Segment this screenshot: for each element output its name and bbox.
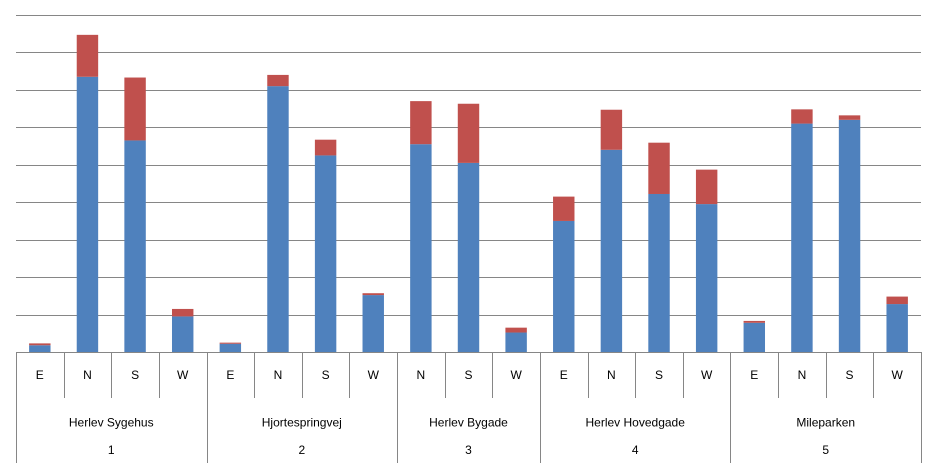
group-name-label: Herlev Sygehus	[69, 416, 154, 430]
bar-segment	[648, 142, 670, 194]
group-name-label: Hjortespringvej	[262, 416, 342, 430]
bar-segment	[171, 316, 194, 352]
bar-segment	[791, 123, 813, 352]
category-label: W	[368, 368, 380, 382]
bar-segment	[219, 343, 242, 352]
bar-segment	[695, 169, 718, 205]
bar-segment	[29, 343, 51, 346]
group-number-label: 5	[822, 443, 829, 457]
category-label: S	[655, 368, 663, 382]
category-label: N	[607, 368, 616, 382]
group-name-label: Mileparken	[796, 416, 855, 430]
bar-segment	[553, 196, 575, 221]
bar-segment	[314, 155, 337, 352]
bar-segment	[743, 322, 766, 352]
category-label: E	[226, 368, 234, 382]
bar-segment	[219, 342, 242, 344]
bar-segment	[171, 308, 194, 317]
bar-segment	[267, 86, 289, 353]
bar-segment	[410, 101, 432, 145]
bar-segment	[838, 119, 861, 352]
bar-segment	[76, 76, 99, 353]
category-label: N	[274, 368, 283, 382]
group-number-label: 2	[298, 443, 305, 457]
group-name-label: Herlev Hovedgade	[586, 416, 686, 430]
bar-segment	[457, 103, 480, 163]
category-label: E	[750, 368, 758, 382]
bar-segment	[505, 327, 527, 333]
category-label: N	[417, 368, 426, 382]
bars	[29, 34, 908, 353]
bar-segment	[886, 296, 908, 305]
category-label: S	[846, 368, 854, 382]
bar-segment	[505, 332, 527, 352]
group-number-label: 3	[465, 443, 472, 457]
bar-segment	[362, 295, 384, 352]
bar-segment	[886, 304, 908, 352]
category-label: S	[131, 368, 139, 382]
bar-segment	[314, 139, 337, 156]
category-label: N	[798, 368, 807, 382]
bar-segment	[124, 140, 146, 352]
bar-segment	[553, 220, 575, 352]
bar-segment	[457, 162, 480, 352]
category-label: E	[560, 368, 568, 382]
bar-segment	[29, 345, 51, 352]
category-label: S	[464, 368, 472, 382]
category-axis: E N S W E N S W N S W E N S W E N S W Herlev Sygehus 1 Hjorte…	[16, 352, 922, 463]
category-label: N	[83, 368, 92, 382]
bar-segment	[648, 193, 670, 352]
bar-segment	[743, 320, 766, 323]
category-label: S	[322, 368, 330, 382]
group-number-label: 4	[632, 443, 639, 457]
category-label: E	[36, 368, 44, 382]
category-label: W	[892, 368, 904, 382]
bar-segment	[791, 109, 813, 124]
bar-segment	[362, 293, 384, 296]
bar-segment	[267, 74, 289, 87]
category-label: W	[701, 368, 713, 382]
category-label: W	[177, 368, 189, 382]
group-number-label: 1	[108, 443, 115, 457]
category-label: W	[510, 368, 522, 382]
bar-segment	[410, 144, 432, 352]
bar-segment	[695, 204, 718, 352]
bar-segment	[600, 149, 623, 352]
group-name-label: Herlev Bygade	[429, 416, 508, 430]
bar-segment	[600, 109, 623, 150]
bar-segment	[124, 77, 146, 141]
bar-segment	[838, 115, 861, 120]
bar-segment	[76, 34, 99, 77]
